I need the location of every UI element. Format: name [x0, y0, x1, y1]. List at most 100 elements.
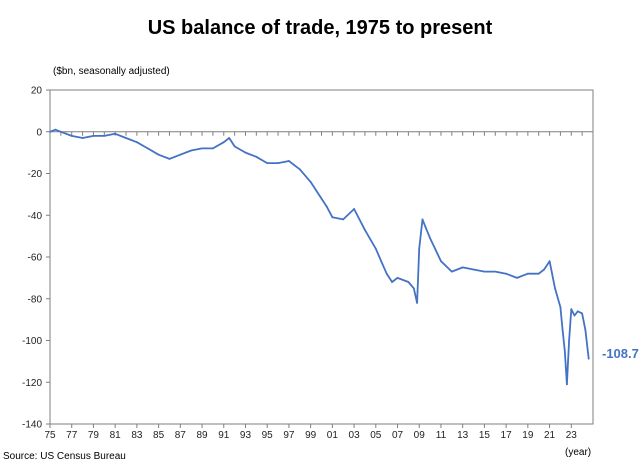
data-point — [331, 216, 334, 219]
x-tick-label: 11 — [436, 430, 447, 441]
y-tick-label: 0 — [36, 127, 42, 138]
data-point — [407, 281, 410, 283]
data-point — [472, 268, 475, 271]
y-tick-label: -140 — [22, 420, 42, 431]
data-point — [505, 272, 507, 275]
x-tick-label: 81 — [110, 430, 122, 441]
data-point — [396, 277, 399, 279]
data-point — [114, 132, 117, 135]
data-point — [559, 306, 562, 308]
x-tick-label: 87 — [175, 430, 187, 441]
x-tick-label: 03 — [349, 430, 361, 441]
data-point — [364, 229, 366, 231]
x-tick-label: 85 — [153, 430, 165, 441]
data-point — [54, 128, 57, 131]
x-tick-label: 01 — [327, 430, 339, 441]
data-point — [174, 155, 176, 158]
data-point — [326, 206, 328, 208]
data-point — [494, 270, 497, 273]
x-tick-label: 09 — [414, 430, 426, 441]
x-tick-label: 93 — [240, 430, 252, 441]
x-tick-label: 97 — [283, 430, 295, 441]
data-point — [374, 247, 377, 250]
data-point — [421, 218, 424, 221]
x-tick-label: 89 — [196, 430, 208, 441]
data-point — [228, 137, 231, 139]
data-point — [190, 149, 193, 152]
data-point — [298, 168, 301, 171]
y-tick-label: -80 — [28, 294, 43, 305]
data-point — [543, 268, 545, 271]
data-point — [244, 151, 247, 154]
data-point — [92, 135, 95, 137]
data-point — [450, 270, 453, 273]
x-tick-label: 95 — [262, 430, 274, 441]
x-tick-label: 23 — [566, 430, 578, 441]
data-point — [179, 153, 182, 156]
x-tick-label: 83 — [131, 430, 143, 441]
x-axis-ticks: 75 77 79 81 83 85 87 89 91 93 95 97 99 01 03 05 07 09 11 13… — [44, 131, 594, 441]
data-point — [429, 237, 431, 240]
data-point — [125, 137, 127, 139]
data-point — [554, 287, 556, 290]
data-point — [537, 272, 540, 275]
data-point — [424, 226, 427, 229]
x-tick-label: 15 — [479, 430, 491, 441]
data-point — [412, 287, 415, 290]
data-point — [266, 162, 269, 165]
data-point — [309, 181, 312, 183]
data-point — [548, 260, 551, 263]
chart-title: US balance of trade, 1975 to present — [148, 17, 493, 39]
data-point — [70, 135, 73, 137]
data-point — [587, 357, 590, 360]
x-tick-label: 19 — [522, 430, 534, 441]
y-tick-label: -20 — [28, 169, 43, 180]
data-point — [233, 145, 236, 148]
data-point — [461, 266, 464, 269]
data-point — [146, 147, 149, 150]
data-point — [168, 158, 171, 160]
y-tick-label: -120 — [22, 378, 42, 389]
data-point — [222, 141, 225, 144]
x-tick-label: 91 — [218, 430, 230, 441]
data-point — [60, 130, 62, 133]
data-point — [385, 272, 388, 275]
trade-balance-series-line — [49, 128, 590, 386]
data-point — [418, 247, 421, 250]
y-tick-label: -40 — [28, 211, 43, 222]
series-layer — [49, 128, 590, 386]
data-point — [157, 153, 160, 156]
data-point — [342, 218, 345, 221]
x-tick-label: 13 — [457, 430, 469, 441]
y-tick-label: 20 — [31, 86, 43, 97]
y-tick-label: -60 — [28, 253, 43, 264]
x-tick-label: 07 — [392, 430, 404, 441]
data-point — [49, 130, 51, 133]
x-unit-label: (year) — [565, 447, 591, 458]
data-point — [353, 208, 355, 210]
x-tick-label: 77 — [66, 430, 78, 441]
data-point — [563, 350, 566, 352]
data-point — [526, 272, 529, 275]
data-point — [568, 339, 570, 342]
source-note: Source: US Census Bureau — [3, 451, 126, 462]
x-tick-label: 21 — [544, 430, 556, 441]
data-point — [391, 281, 393, 283]
x-tick-label: 05 — [370, 430, 382, 441]
data-point — [440, 260, 442, 263]
data-point — [288, 160, 290, 162]
data-point — [584, 329, 587, 331]
data-point — [212, 147, 214, 150]
data-point — [416, 302, 418, 304]
data-point — [573, 314, 576, 317]
data-point — [576, 310, 579, 313]
end-value-label: -108.7 — [602, 346, 639, 361]
data-point — [516, 277, 518, 279]
y-axis-ticks: 20 0 -20 -40 -60 -80 -100 -120 -140 — [22, 86, 50, 431]
data-point — [566, 383, 568, 386]
x-tick-label: 75 — [44, 430, 56, 441]
data-point — [581, 312, 583, 315]
data-point — [483, 270, 486, 273]
data-point — [136, 141, 138, 144]
